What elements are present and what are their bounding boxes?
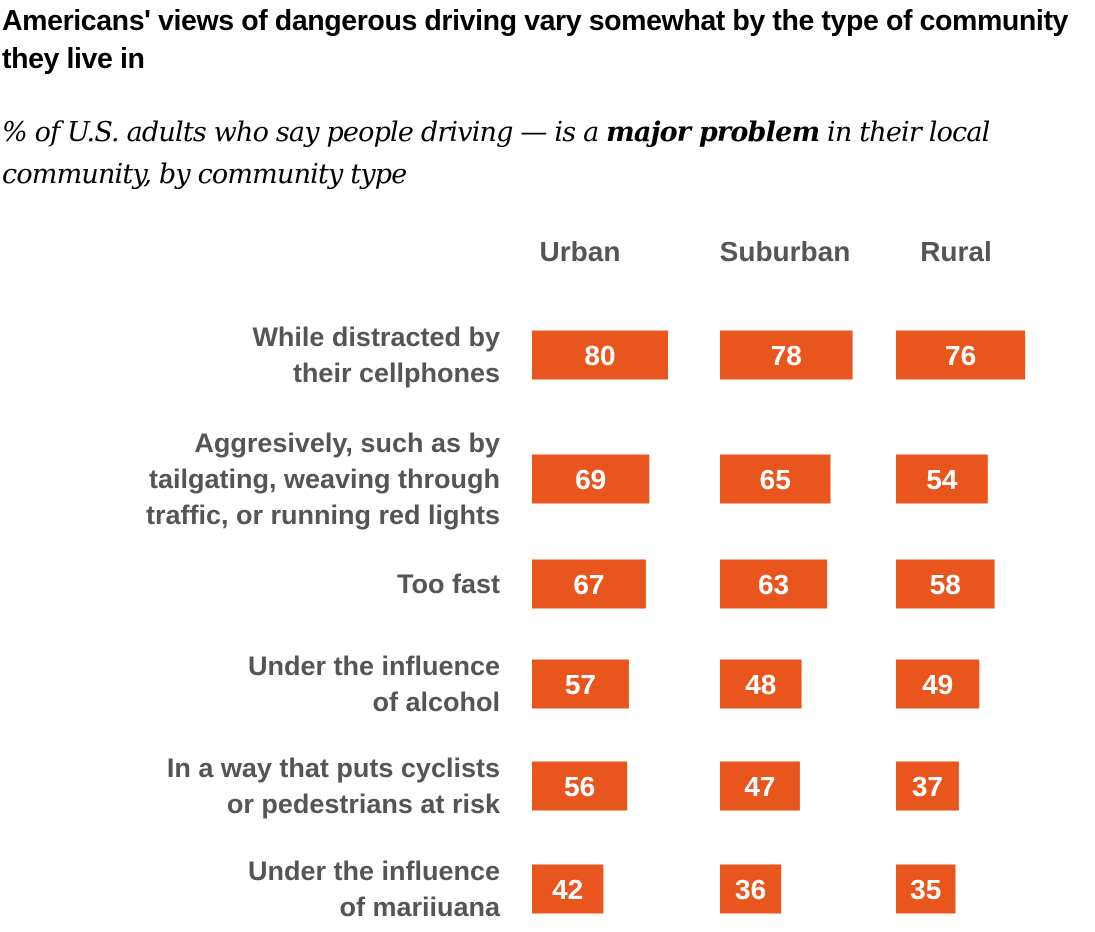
data-label: 67 (573, 569, 604, 600)
data-label: 63 (758, 569, 789, 600)
row-label: Under the influence of alcohol (248, 648, 500, 720)
chart-subtitle: % of U.S. adults who say people driving … (2, 112, 1092, 196)
bar-suburban (720, 761, 800, 811)
data-label: 48 (745, 669, 776, 700)
row-label-line: of alcohol (372, 687, 501, 717)
data-label: 76 (945, 340, 976, 371)
bar-urban (532, 454, 650, 504)
data-label: 49 (922, 669, 953, 700)
bar-suburban (720, 864, 782, 914)
row-label-line: their cellphones (292, 358, 500, 388)
row-label-line: or pedestrians at risk (226, 789, 500, 819)
row-label: Aggresively, such as by tailgating, weavi… (146, 425, 500, 533)
bar-suburban (720, 559, 828, 609)
bar-suburban (720, 454, 831, 504)
column-header-urban: Urban (539, 236, 621, 267)
data-label: 47 (744, 771, 775, 802)
subtitle-text: % of U.S. adults who say people driving … (2, 117, 607, 148)
data-label: 37 (912, 771, 943, 802)
chart-title: Americans' views of dangerous driving va… (2, 5, 1068, 75)
bar-rural (896, 330, 1026, 380)
bar-urban (532, 864, 604, 914)
data-label: 65 (760, 464, 791, 495)
bar-urban (532, 330, 668, 380)
bar-urban (532, 559, 646, 609)
data-label: 36 (735, 874, 766, 905)
data-label: 54 (926, 464, 958, 495)
bar-rural (896, 454, 988, 504)
data-label: 80 (584, 340, 615, 371)
bar-suburban (720, 330, 853, 380)
data-label: 35 (910, 874, 941, 905)
bar-urban (532, 761, 628, 811)
row-label: Too fast (397, 566, 500, 602)
row-label-line: traffic, or running red lights (145, 500, 500, 530)
bar-rural (896, 761, 959, 811)
row-label-line: Under the influence (247, 651, 500, 681)
row-label-line: tailgating, weaving through (149, 464, 500, 494)
column-header-suburban: Suburban (719, 236, 851, 267)
data-label: 56 (564, 771, 595, 802)
row-label-line: While distracted by (252, 322, 500, 352)
row-label-line: Under the influence (247, 856, 500, 886)
data-label: 69 (575, 464, 606, 495)
subtitle-text-end: in their local community, by community t… (2, 117, 990, 190)
column-header-rural: Rural (920, 236, 992, 267)
data-label: 78 (771, 340, 802, 371)
bar-rural (896, 864, 956, 914)
row-label-line: In a way that puts cyclists (166, 753, 500, 783)
data-label: 57 (565, 669, 596, 700)
bar-suburban (720, 659, 802, 709)
data-label: 58 (930, 569, 961, 600)
data-label: 42 (552, 874, 583, 905)
row-label: While distracted by their cellphones (252, 319, 500, 391)
row-label: In a way that puts cyclists or pedestrian… (167, 750, 500, 822)
subtitle-emphasis: major problem (606, 117, 820, 148)
bar-urban (532, 659, 629, 709)
row-label-line: Aggresively, such as by (194, 428, 500, 458)
row-label: Under the influence of mariiuana (248, 853, 500, 925)
bar-rural (896, 559, 995, 609)
bar-rural (896, 659, 980, 709)
row-label-line: of mariiuana (339, 892, 500, 922)
row-label-line: Too fast (397, 569, 500, 599)
